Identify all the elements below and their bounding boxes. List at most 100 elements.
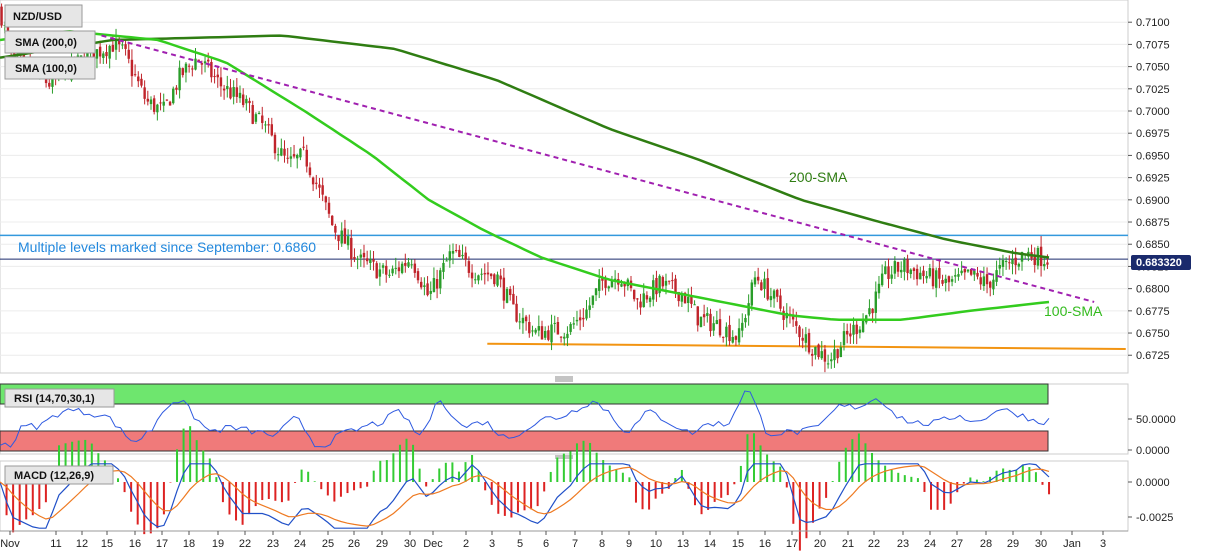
macd-histogram-bar — [412, 444, 415, 482]
candle-body — [950, 279, 954, 282]
candle-body — [44, 77, 48, 84]
candle-body — [658, 275, 661, 294]
candle-body — [353, 256, 356, 259]
macd-histogram-bar — [18, 482, 21, 525]
candle-body — [365, 258, 369, 262]
candle-body — [416, 271, 420, 281]
candle-body — [162, 101, 165, 106]
macd-histogram-bar — [405, 438, 408, 482]
x-tick-label: Dec — [423, 538, 443, 550]
candle-body — [229, 87, 232, 99]
candle-body — [741, 322, 744, 331]
candle-body — [811, 353, 814, 356]
rsi-label: RSI (14,70,30,1) — [14, 393, 95, 405]
candle-body — [632, 289, 636, 300]
candle-body — [448, 251, 452, 261]
candle-body — [219, 77, 223, 87]
macd-histogram-bar — [621, 472, 624, 482]
candle-body — [919, 272, 922, 280]
panel-splitter-1[interactable] — [555, 376, 573, 382]
candle-body — [893, 261, 897, 274]
macd-histogram-bar — [228, 482, 231, 515]
candle-body — [184, 63, 188, 73]
macd-label-box[interactable] — [4, 465, 114, 485]
symbol-box[interactable] — [4, 4, 83, 28]
candle-body — [880, 273, 884, 286]
candle-body — [550, 324, 553, 343]
candle-body — [1017, 263, 1021, 267]
candle-body — [375, 263, 378, 279]
macd-histogram-bar — [805, 482, 808, 539]
candle-body — [388, 274, 391, 276]
candle-body — [944, 278, 947, 284]
candle-body — [137, 76, 140, 82]
candle-body — [683, 292, 687, 304]
candle-body — [133, 74, 137, 76]
candle-body — [385, 265, 388, 275]
x-tick-label: 29 — [1007, 538, 1019, 550]
x-tick-label: 10 — [650, 538, 662, 550]
macd-histogram-bar — [385, 460, 388, 482]
rsi-label-box[interactable] — [4, 388, 115, 408]
macd-histogram-bar — [543, 482, 546, 492]
candle-body — [963, 269, 967, 273]
candle-body — [324, 196, 328, 203]
candle-body — [1043, 264, 1046, 267]
macd-histogram-bar — [1048, 482, 1051, 495]
macd-histogram-bar — [261, 482, 264, 501]
candle-body — [540, 326, 544, 340]
macd-histogram-bar — [897, 472, 900, 482]
candle-body — [105, 52, 108, 57]
candle-body — [712, 323, 715, 331]
candle-body — [989, 281, 992, 288]
candle-body — [620, 284, 623, 287]
macd-histogram-bar — [444, 462, 447, 482]
macd-histogram-bar — [398, 444, 401, 482]
candle-body — [699, 316, 703, 327]
candle-body — [156, 104, 159, 113]
sma100-box[interactable] — [4, 56, 96, 80]
candle-body — [98, 46, 102, 57]
rsi-line — [0, 390, 1050, 448]
macd-histogram-bar — [307, 471, 310, 482]
macd-histogram-bar — [84, 439, 87, 482]
macd-histogram-bar — [602, 460, 605, 482]
candle-body — [591, 295, 595, 305]
candle-body — [305, 149, 308, 167]
last-price-tag — [1131, 255, 1191, 270]
candle-body — [779, 295, 782, 309]
price-panel — [0, 0, 1129, 374]
candle-body — [1020, 251, 1024, 262]
macd-histogram-bar — [418, 468, 421, 482]
rsi-overbought-zone — [0, 383, 1049, 405]
candle-body — [483, 273, 486, 275]
candle-body — [849, 333, 852, 337]
x-tick-label: 18 — [183, 538, 195, 550]
candle-body — [559, 336, 563, 338]
macd-histogram-bar — [241, 482, 244, 525]
candle-body — [232, 87, 235, 97]
candle-body — [537, 326, 541, 331]
candle-body — [410, 264, 413, 266]
candle-body — [954, 275, 957, 277]
macd-histogram-bar — [792, 482, 795, 524]
x-tick-label: 20 — [814, 538, 826, 550]
candle-body — [346, 236, 350, 246]
candle-body — [588, 305, 591, 310]
candle-body — [343, 228, 347, 244]
macd-histogram-bar — [930, 482, 933, 510]
candle-body — [804, 334, 808, 343]
candle-body — [464, 252, 467, 260]
macd-histogram-bar — [798, 482, 801, 551]
candle-body — [934, 270, 938, 288]
candle-body — [674, 278, 677, 293]
candle-body — [130, 59, 134, 77]
candle-body — [718, 319, 722, 336]
macd-histogram-bar — [700, 482, 703, 515]
sma200-box[interactable] — [4, 30, 96, 54]
candle-body — [118, 39, 121, 45]
candle-body — [394, 267, 397, 269]
candle-body — [884, 266, 887, 275]
macd-histogram-bar — [549, 471, 552, 482]
candle-body — [461, 254, 464, 257]
